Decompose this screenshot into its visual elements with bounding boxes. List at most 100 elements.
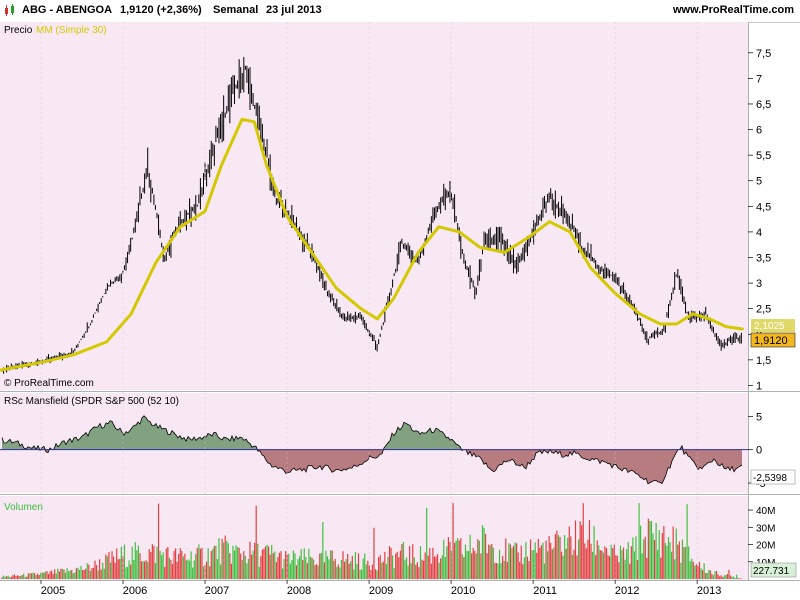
volume-bar — [292, 550, 294, 579]
volume-bar — [219, 564, 222, 579]
volume-bar — [585, 548, 587, 579]
volume-bar — [564, 535, 566, 579]
volume-bar — [511, 548, 513, 579]
volume-bar — [21, 574, 23, 579]
volume-bar — [368, 565, 370, 579]
volume-bar — [553, 547, 555, 579]
volume-bar — [646, 557, 648, 579]
time-tick-label: 2013 — [697, 585, 721, 597]
volume-bar — [412, 544, 414, 579]
volume-bar — [491, 543, 493, 579]
volume-bar — [466, 550, 468, 579]
volume-bar — [206, 561, 208, 579]
volume-bar — [18, 575, 20, 579]
volume-bar — [531, 550, 533, 579]
volume-bar — [26, 576, 28, 579]
volume-bar — [356, 563, 358, 579]
volume-tick-label: 40M — [756, 506, 775, 517]
volume-bar — [246, 563, 248, 579]
volume-bar — [153, 545, 155, 579]
volume-y-axis: 10M20M30M40M — [748, 506, 775, 569]
volume-bar — [562, 555, 564, 579]
volume-bar — [503, 560, 505, 579]
volume-bar — [390, 547, 392, 579]
volume-bar — [464, 544, 467, 579]
volume-bar — [13, 574, 15, 579]
volume-bar — [393, 567, 395, 579]
volume-bar — [257, 543, 259, 579]
volume-bar — [351, 555, 353, 579]
volume-bar — [1, 577, 3, 579]
volume-bar — [512, 546, 515, 579]
volume-bar — [243, 551, 245, 579]
volume-bar — [573, 549, 575, 579]
volume-bar — [551, 549, 553, 579]
volume-bar — [49, 571, 51, 579]
volume-bar — [714, 571, 716, 579]
volume-bar — [271, 544, 273, 579]
volume-bar — [218, 538, 220, 579]
volume-bar — [319, 553, 321, 579]
volume-bar — [274, 551, 276, 579]
volume-bar — [275, 562, 277, 579]
volume-bar — [252, 550, 254, 579]
volume-bar — [184, 553, 186, 579]
volume-bar — [649, 520, 651, 579]
price-tick-label: 4,5 — [756, 201, 771, 213]
volume-bar — [430, 563, 432, 579]
volume-bar — [669, 542, 671, 579]
volume-bar — [709, 570, 711, 579]
volume-bar — [47, 573, 50, 579]
volume-bar — [613, 544, 615, 579]
volume-bar — [91, 568, 93, 579]
volume-bar — [38, 574, 40, 579]
volume-bar — [249, 541, 251, 579]
volume-bar — [568, 526, 570, 579]
volume-bar — [6, 576, 8, 579]
volume-bar — [423, 560, 425, 579]
volume-bar — [683, 546, 685, 579]
volume-bar — [241, 560, 243, 579]
price-tick-label: 5,5 — [756, 150, 771, 162]
volume-bar — [123, 544, 126, 579]
price-tick-label: 4 — [756, 227, 762, 239]
volume-bar — [500, 563, 502, 579]
volume-bar — [695, 564, 697, 579]
price-tick-label: 5 — [756, 176, 762, 188]
volume-bar — [447, 537, 449, 579]
volume-bar — [632, 537, 634, 579]
volume-bar — [657, 549, 659, 579]
volume-bar — [156, 546, 158, 579]
volume-bar — [726, 573, 728, 579]
volume-panel: Volumen — [0, 496, 748, 580]
volume-bar — [392, 555, 394, 579]
volume-bar — [508, 543, 510, 579]
volume-bar — [322, 522, 324, 579]
volume-bar — [485, 533, 487, 579]
volume-bar — [571, 554, 573, 579]
time-tick-label: 2010 — [451, 585, 475, 597]
volume-bar — [316, 564, 318, 579]
volume-bar — [474, 550, 476, 579]
volume-bar — [370, 570, 372, 579]
volume-bar — [357, 553, 360, 579]
volume-bar — [413, 557, 415, 579]
volume-bar — [622, 547, 625, 579]
volume-bar — [66, 568, 68, 579]
volume-bar — [658, 530, 660, 579]
volume-bar — [418, 567, 420, 579]
volume-bar — [395, 553, 397, 579]
volume-bar — [178, 553, 180, 579]
volume-bar — [116, 548, 118, 579]
volume-bar — [86, 563, 88, 579]
volume-bar — [398, 557, 400, 579]
volume-bar — [678, 541, 680, 579]
site-label[interactable]: www.ProRealTime.com — [672, 4, 794, 16]
volume-bar — [113, 556, 115, 579]
volume-bar — [258, 566, 260, 579]
time-tick-label: 2011 — [533, 585, 557, 597]
volume-bar — [77, 567, 79, 579]
volume-bar — [128, 560, 130, 579]
volume-bar — [382, 561, 384, 579]
volume-bar — [630, 546, 632, 579]
